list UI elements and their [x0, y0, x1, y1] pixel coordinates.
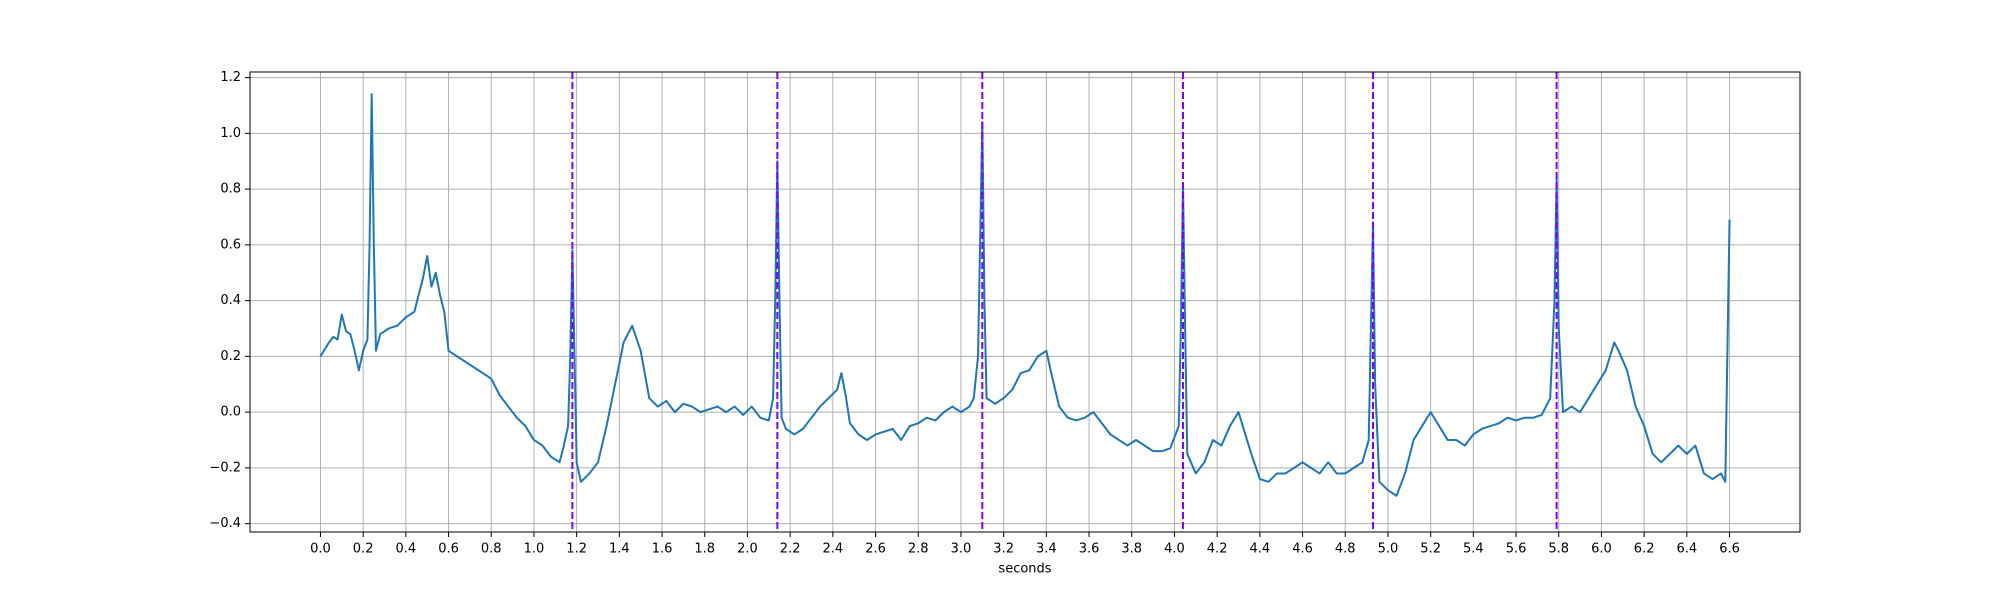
x-tick-label: 1.0	[524, 542, 545, 557]
x-tick-label: 5.8	[1548, 542, 1569, 557]
y-tick-label: 0.4	[220, 293, 241, 308]
x-tick-label: 3.0	[951, 542, 972, 557]
axes-frame	[249, 71, 1801, 533]
x-tick-label: 0.6	[438, 542, 459, 557]
x-tick-label: 6.4	[1677, 542, 1698, 557]
y-tick-label: −0.2	[209, 460, 241, 475]
y-tick-label: 0.6	[220, 237, 241, 252]
x-tick-label: 5.0	[1378, 542, 1399, 557]
x-tick-label: 2.8	[908, 542, 929, 557]
x-tick-label: 3.8	[1121, 542, 1142, 557]
x-tick-label: 0.2	[353, 542, 374, 557]
x-tick-label: 2.4	[823, 542, 844, 557]
x-tick-label: 4.4	[1250, 542, 1271, 557]
x-tick-label: 6.6	[1719, 542, 1740, 557]
x-tick-label: 1.6	[652, 542, 673, 557]
x-tick-label: 4.0	[1164, 542, 1185, 557]
x-tick-label: 1.8	[694, 542, 715, 557]
y-tick-label: 0.0	[220, 405, 241, 420]
x-tick-label: 5.6	[1506, 542, 1527, 557]
x-tick-label: 4.2	[1207, 542, 1228, 557]
y-tick-label: 1.2	[220, 70, 241, 85]
x-tick-label: 6.0	[1591, 542, 1612, 557]
x-tick-label: 2.6	[865, 542, 886, 557]
x-tick-label: 2.0	[737, 542, 758, 557]
x-tick-label: 2.2	[780, 542, 801, 557]
y-tick-label: 0.8	[220, 182, 241, 197]
x-axis-label: seconds	[998, 562, 1051, 577]
y-tick-label: 1.0	[220, 126, 241, 141]
x-tick-label: 0.8	[481, 542, 502, 557]
x-tick-label: 1.2	[566, 542, 587, 557]
x-tick-label: 0.0	[310, 542, 331, 557]
y-tick-label: −0.4	[209, 516, 241, 531]
x-tick-label: 4.8	[1335, 542, 1356, 557]
x-tick-label: 5.2	[1420, 542, 1441, 557]
x-tick-label: 6.2	[1634, 542, 1655, 557]
x-tick-label: 4.6	[1292, 542, 1313, 557]
x-tick-label: 3.6	[1079, 542, 1100, 557]
x-tick-label: 5.4	[1463, 542, 1484, 557]
y-tick-label: 0.2	[220, 349, 241, 364]
x-tick-label: 3.2	[993, 542, 1014, 557]
x-tick-label: 1.4	[609, 542, 630, 557]
signal-line	[319, 93, 1731, 497]
x-tick-label: 0.4	[396, 542, 417, 557]
x-tick-label: 3.4	[1036, 542, 1057, 557]
